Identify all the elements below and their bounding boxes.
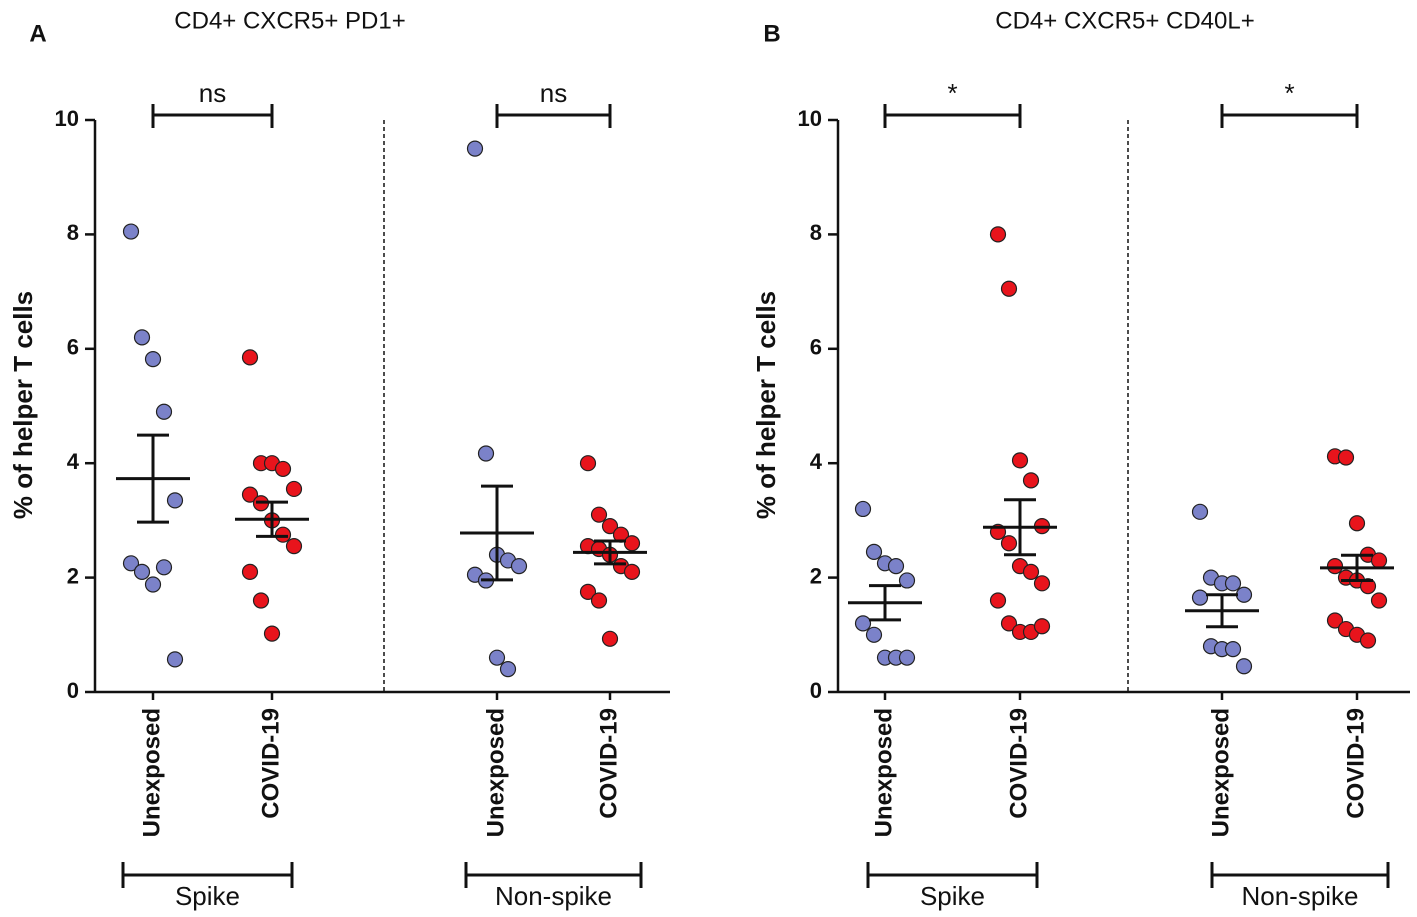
y-tick-label: 8 [810, 220, 822, 245]
y-tick-label: 8 [67, 220, 79, 245]
data-point [898, 649, 916, 666]
data-point [601, 630, 619, 647]
data-point [263, 625, 281, 642]
data-point [623, 535, 641, 552]
chart-title: CD4+ CXCR5+ PD1+ [174, 7, 405, 34]
data-point [166, 492, 184, 509]
data-point [285, 480, 303, 498]
y-axis-label: % of helper T cells [751, 291, 781, 519]
data-point [579, 583, 597, 601]
data-point [252, 592, 270, 609]
data-point [989, 226, 1007, 243]
data-point [285, 538, 303, 555]
y-tick-label: 0 [67, 678, 79, 703]
y-tick-label: 2 [67, 563, 79, 588]
data-point [590, 592, 608, 609]
data-point [241, 563, 259, 580]
panel-label: A [29, 20, 46, 47]
data-point [1191, 589, 1209, 606]
y-tick-label: 0 [810, 678, 822, 703]
x-tick-label: COVID-19 [257, 708, 284, 819]
data-point [865, 543, 883, 560]
data-point [887, 558, 905, 575]
data-point [1022, 472, 1040, 489]
data-point [166, 651, 184, 668]
data-point [122, 555, 140, 572]
y-tick-label: 6 [810, 335, 822, 360]
panel-label: B [763, 20, 780, 47]
data-point [623, 563, 641, 580]
data-point [1224, 640, 1242, 658]
data-point [133, 329, 151, 346]
data-point [1000, 280, 1018, 297]
data-point [1033, 575, 1051, 592]
y-tick-label: 2 [810, 563, 822, 588]
data-point [241, 349, 259, 366]
data-point [133, 563, 151, 580]
group-label: Non-spike [495, 881, 612, 911]
group-label: Spike [920, 881, 985, 911]
data-point [155, 403, 173, 420]
data-point [1000, 535, 1018, 552]
data-point [865, 626, 883, 643]
data-point [1224, 575, 1242, 592]
data-point [488, 649, 506, 666]
significance: ns [199, 78, 226, 108]
y-tick-label: 10 [798, 106, 822, 131]
x-tick-label: COVID-19 [595, 708, 622, 819]
data-point [1359, 632, 1377, 649]
data-point [1033, 618, 1051, 635]
data-point [499, 661, 517, 678]
y-axis-label: % of helper T cells [8, 291, 38, 519]
significance: ns [540, 78, 567, 108]
data-point [989, 592, 1007, 609]
x-tick-label: Unexposed [870, 708, 897, 837]
data-point [1326, 558, 1344, 575]
data-point [510, 558, 528, 575]
data-point [1022, 563, 1040, 580]
data-point [1337, 449, 1355, 466]
data-point [241, 486, 259, 503]
data-point [854, 500, 872, 518]
data-point [466, 140, 484, 157]
data-point [122, 223, 140, 240]
data-point [579, 455, 597, 472]
data-point [477, 445, 495, 462]
x-tick-label: Unexposed [138, 708, 165, 837]
significance: * [1284, 78, 1294, 108]
data-point [144, 350, 162, 368]
y-tick-label: 4 [67, 449, 80, 474]
data-point [1326, 612, 1344, 629]
group-label: Non-spike [1241, 881, 1358, 911]
data-point [1235, 658, 1253, 675]
significance: * [947, 78, 957, 108]
data-point [1011, 452, 1029, 469]
data-point [1000, 615, 1018, 632]
data-point [1235, 586, 1253, 603]
chart-title: CD4+ CXCR5+ CD40L+ [995, 7, 1254, 34]
x-tick-label: COVID-19 [1005, 708, 1032, 819]
data-point [1370, 552, 1388, 569]
data-point [274, 526, 292, 543]
data-point [144, 576, 162, 593]
data-point [1348, 515, 1366, 532]
y-tick-label: 4 [810, 449, 823, 474]
data-point [155, 559, 173, 576]
data-point [274, 460, 292, 478]
y-tick-label: 6 [67, 335, 79, 360]
data-point [1370, 592, 1388, 609]
data-point [590, 506, 608, 523]
data-point [1359, 578, 1377, 595]
data-point [601, 518, 619, 535]
group-label: Spike [175, 881, 240, 911]
y-tick-label: 10 [55, 106, 79, 131]
x-tick-label: COVID-19 [1342, 708, 1369, 819]
x-tick-label: Unexposed [1207, 708, 1234, 837]
x-tick-label: Unexposed [482, 708, 509, 837]
data-point [898, 572, 916, 589]
data-point [854, 615, 872, 632]
data-point [1191, 503, 1209, 520]
